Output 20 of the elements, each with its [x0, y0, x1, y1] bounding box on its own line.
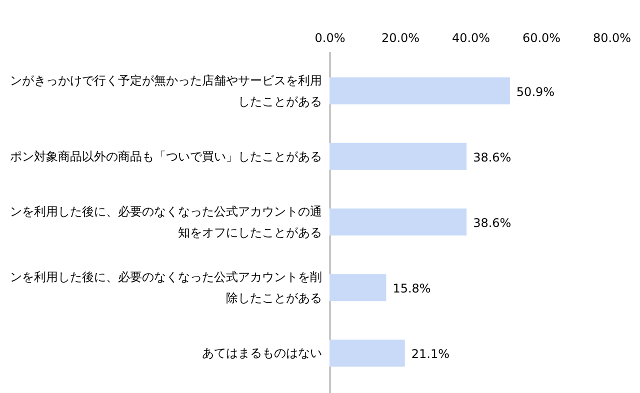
bar — [330, 77, 510, 104]
y-tick-label: ンを利用した後に、必要のなくなった公式アカウントを削除したことがある — [10, 270, 322, 306]
x-tick-label: 20.0% — [381, 31, 420, 45]
bar — [330, 274, 386, 302]
data-label: 38.6% — [473, 150, 512, 164]
data-label: 15.8% — [392, 282, 431, 296]
y-tick-label: ンがきっかけで行く予定が無かった店舗やサービスを利用したことがある — [10, 73, 322, 108]
x-tick-label: 0.0% — [314, 31, 346, 45]
data-label: 50.9% — [516, 84, 555, 99]
data-label: 38.6% — [473, 216, 512, 230]
bar — [330, 340, 405, 367]
x-tick-label: 80.0% — [592, 31, 632, 45]
y-tick-label: ポン対象商品以外の商品も「ついで買い」したことがある — [10, 149, 322, 164]
x-tick-label: 40.0% — [452, 31, 490, 45]
y-tick-label: あてはまるものはない — [202, 346, 322, 360]
bar — [330, 142, 467, 170]
data-label: 21.1% — [411, 347, 450, 362]
bar — [330, 208, 467, 236]
x-tick-label: 60.0% — [522, 31, 561, 45]
y-tick-label: ンを利用した後に、必要のなくなった公式アカウントの通知をオフにしたことがある — [10, 204, 322, 240]
